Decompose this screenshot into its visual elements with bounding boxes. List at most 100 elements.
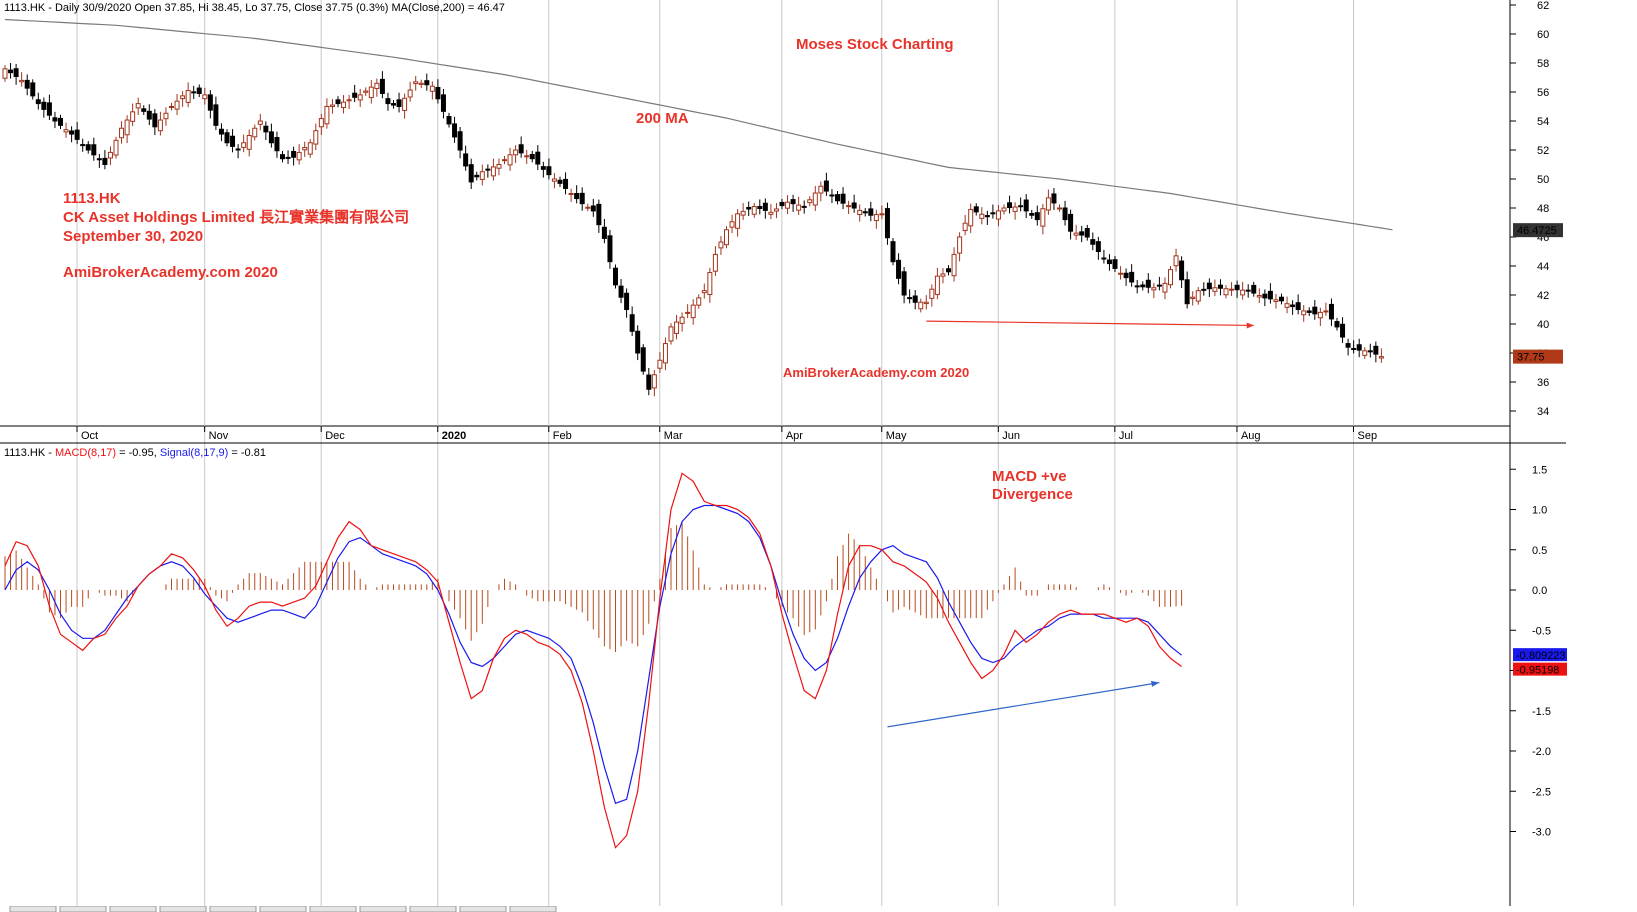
candle [618,279,624,304]
sheet-tab[interactable] [9,906,57,912]
candle [363,87,369,96]
candle [374,78,380,97]
price-tick-label: 60 [1537,29,1549,41]
candle [324,98,330,129]
sheet-tabs-strip[interactable] [0,906,600,912]
candle [202,87,208,105]
candle [613,264,618,289]
candle [812,185,818,211]
candle [835,190,840,205]
candle [246,129,252,157]
candle [490,158,496,181]
sheet-tab[interactable] [359,906,407,912]
sheet-tab[interactable] [209,906,257,912]
candle [291,146,297,166]
candle [1373,341,1379,363]
candle [846,200,852,215]
candle [1040,203,1046,235]
price-tick-label: 48 [1537,203,1549,215]
price-tick-label: 56 [1537,87,1549,99]
candle [296,144,302,165]
macd-tick-label: -3.0 [1532,827,1551,839]
candle [391,99,396,109]
candle [74,121,80,145]
sheet-tab[interactable] [309,906,357,912]
candle [119,121,125,144]
candle [801,200,807,214]
macd-histogram [4,522,1183,652]
sheet-tab[interactable] [109,906,157,912]
annotation-200ma: 200 MA [636,110,689,127]
candle [24,74,30,96]
candle [962,214,968,236]
sheet-tab[interactable] [509,906,557,912]
annotation-date: September 30, 2020 [63,228,203,245]
macd-pane: 1.51.00.50.0-0.5-1.0-1.5-2.0-2.5-3.0 -0.… [4,447,1567,849]
candle [1134,279,1140,294]
candle [63,122,69,138]
month-label: Mar [664,430,683,442]
candle [934,267,940,300]
svg-text:46.4725: 46.4725 [1517,225,1557,237]
candle [724,226,729,249]
sheet-tab[interactable] [259,906,307,912]
candle [146,104,152,126]
candle [1206,278,1212,297]
candle [690,299,696,325]
candle [1367,343,1373,358]
candle [1190,291,1196,306]
candle [1001,204,1007,215]
candle [130,103,136,127]
candle [1095,236,1101,260]
candle [651,369,657,397]
ma-value-tag: 46.4725 [1513,223,1563,238]
candle [1295,294,1301,315]
candle [995,204,1001,227]
candle [429,81,435,100]
candle [701,283,707,299]
candle [1356,338,1362,358]
candle [1084,224,1090,241]
candle [224,129,230,147]
candle [513,145,519,164]
candle [757,199,763,215]
candle [280,151,285,163]
sheet-tab[interactable] [59,906,107,912]
macd-tick-label: 1.0 [1532,505,1547,517]
candle [263,121,269,141]
macd-tick-label: -1.5 [1532,706,1551,718]
candle [540,161,546,178]
price-pane: 343638404244464850525456586062 OctNovDec… [0,0,1563,906]
candle [46,94,52,120]
annotation-symbol: 1113.HK [63,190,121,207]
candle [890,238,896,266]
candle [629,306,635,337]
candle [241,134,247,153]
svg-text:-0.95198: -0.95198 [1516,665,1559,677]
candle [762,198,768,219]
candle [984,210,990,225]
candle [685,304,691,319]
candle [1168,266,1173,289]
month-label: Dec [325,430,345,442]
candle [346,94,352,110]
candle [1256,288,1262,303]
candle [1101,249,1107,264]
candle [396,92,402,113]
sheet-tab[interactable] [409,906,457,912]
price-tick-label: 42 [1537,290,1549,302]
sheet-tab[interactable] [159,906,207,912]
candle [590,198,596,217]
candle [1023,194,1029,219]
candle [1179,256,1185,289]
sheet-tab[interactable] [459,906,507,912]
candle [918,298,924,313]
candle [8,63,14,79]
candle [58,114,63,129]
candle [879,205,885,220]
candle [968,203,974,233]
macd-tick-label: 0.0 [1532,585,1547,597]
candle [657,351,663,374]
candle [729,214,735,234]
candle [1145,273,1151,294]
